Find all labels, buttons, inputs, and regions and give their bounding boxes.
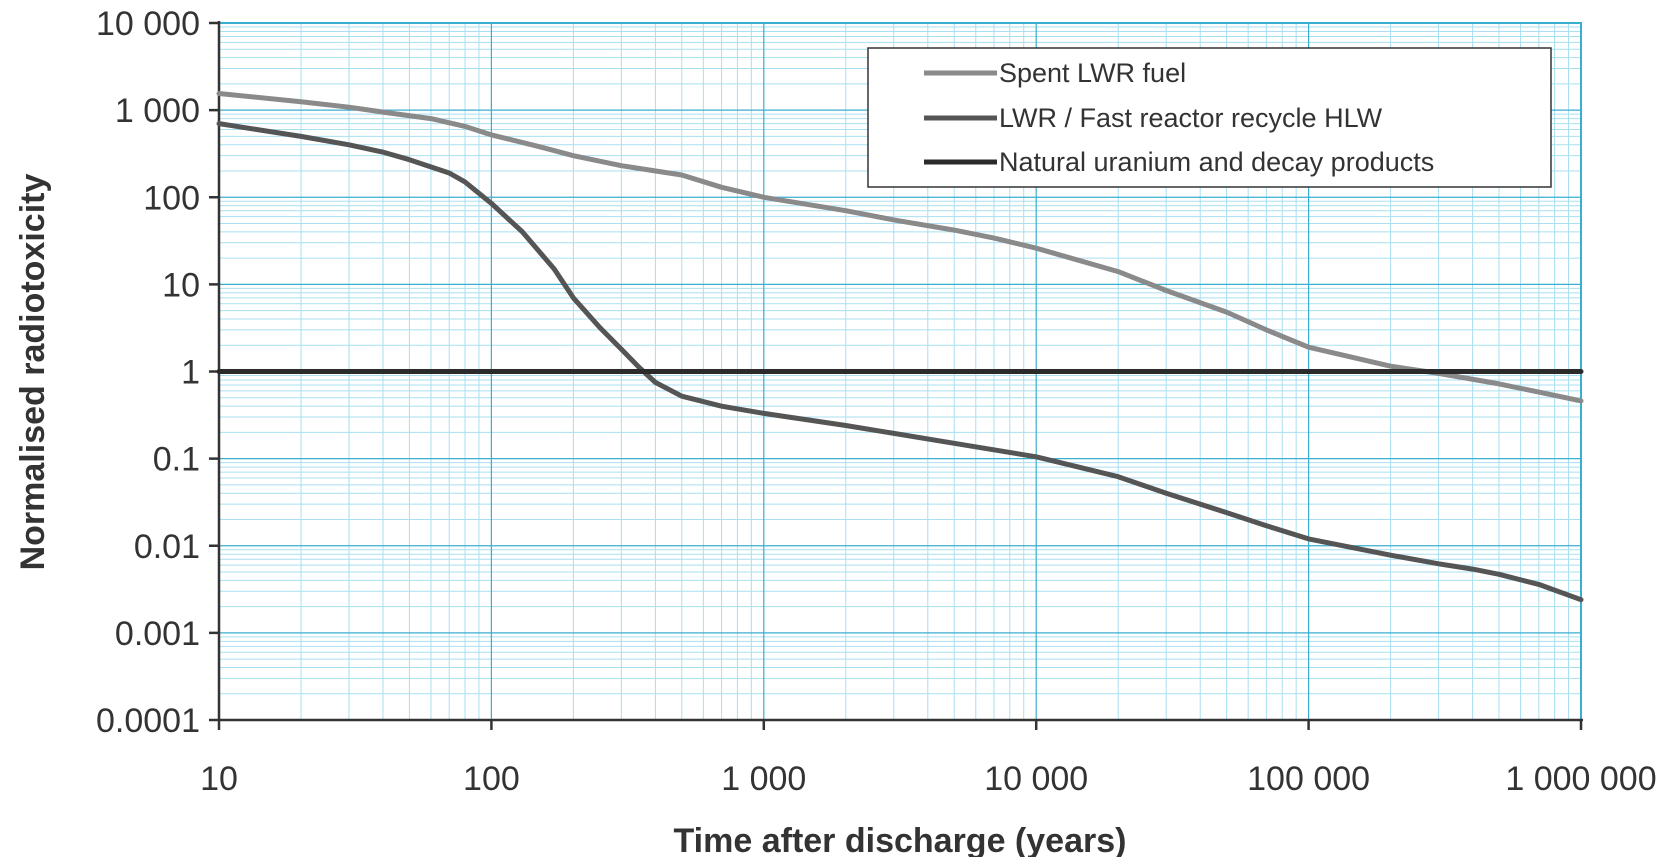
y-tick-label: 0.01 <box>134 528 200 566</box>
x-tick-label: 100 000 <box>1247 760 1370 798</box>
y-tick-label: 1 <box>181 354 200 392</box>
x-axis-title: Time after discharge (years) <box>674 822 1127 857</box>
series-layer <box>216 91 1584 603</box>
x-tick-label: 100 <box>463 760 520 798</box>
series-line-spent-lwr-fuel <box>216 91 1584 404</box>
legend-label-natural-uranium: Natural uranium and decay products <box>999 147 1434 177</box>
legend-label-recycle-hlw: LWR / Fast reactor recycle HLW <box>999 103 1383 133</box>
y-tick-label: 10 <box>162 266 200 304</box>
x-tick-label: 10 000 <box>984 760 1088 798</box>
y-tick-label: 0.001 <box>115 615 200 653</box>
x-tick-label: 1 000 000 <box>1505 760 1656 798</box>
series-line-recycle-hlw <box>216 121 1584 603</box>
x-tick-label: 10 <box>200 760 238 798</box>
legend-label-spent-fuel: Spent LWR fuel <box>999 58 1186 88</box>
y-tick-labels: 0.0001 0.001 0.01 0.1 1 10 100 1 000 10 000 <box>96 5 200 740</box>
x-tick-label: 1 000 <box>721 760 806 798</box>
legend: Spent LWR fuel LWR / Fast reactor recycl… <box>867 47 1552 188</box>
y-tick-label: 0.1 <box>153 441 200 479</box>
x-tick-labels: 10 100 1 000 10 000 100 000 1 000 000 <box>200 760 1657 798</box>
y-tick-label: 10 000 <box>96 5 200 43</box>
y-tick-label: 1 000 <box>115 92 200 130</box>
y-tick-label: 0.0001 <box>96 702 200 740</box>
y-axis-title: Normalised radiotoxicity <box>14 174 52 571</box>
y-tick-label: 100 <box>143 179 200 217</box>
